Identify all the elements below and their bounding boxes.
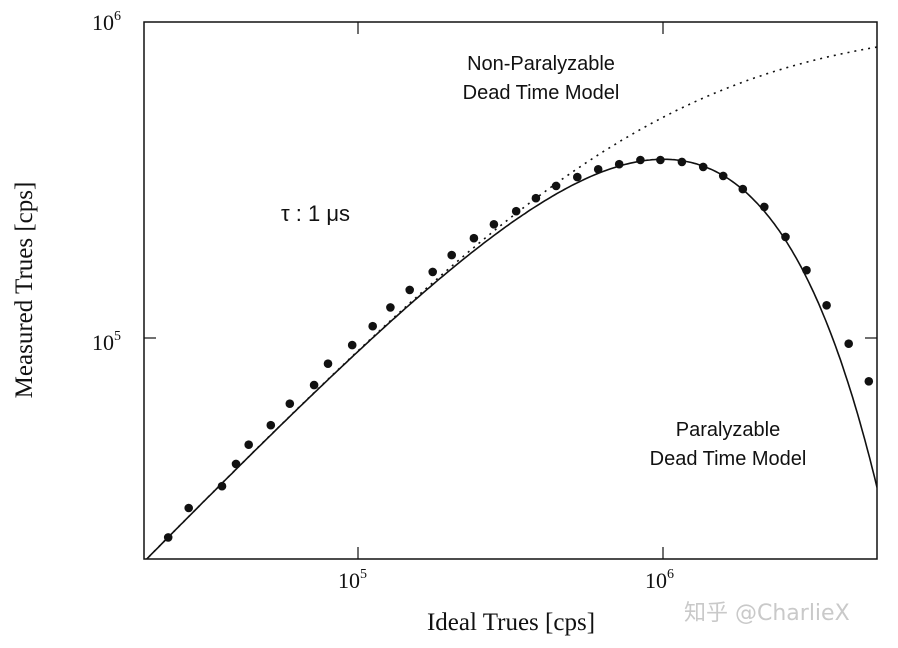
data-point <box>266 420 276 430</box>
data-point <box>531 193 541 203</box>
data-point <box>614 159 624 169</box>
data-point <box>511 206 521 216</box>
paralyzable-curve <box>145 158 877 559</box>
data-point <box>844 339 853 349</box>
data-point <box>593 165 603 174</box>
data-point <box>347 340 357 350</box>
data-point <box>636 155 645 165</box>
nonparalyzable-label-line1: Non-Paralyzable <box>467 53 615 75</box>
data-point <box>489 220 499 229</box>
data-point <box>309 380 319 390</box>
data-point <box>447 250 457 260</box>
data-point <box>573 172 582 182</box>
watermark: 知乎 @CharlieX <box>684 601 850 626</box>
data-point <box>656 155 665 165</box>
data-point <box>781 232 790 242</box>
data-point <box>231 459 241 469</box>
y-tick-labels: 105 106 <box>92 9 121 355</box>
data-point <box>285 399 295 409</box>
data-point <box>217 481 227 491</box>
data-point <box>822 301 831 310</box>
svg-text:105: 105 <box>338 567 367 593</box>
data-point <box>405 285 415 295</box>
data-point <box>184 503 193 513</box>
axis-ticks <box>144 22 877 559</box>
data-point <box>864 377 874 386</box>
data-point <box>760 202 769 212</box>
data-points <box>163 155 874 542</box>
data-point <box>677 157 687 167</box>
svg-text:106: 106 <box>645 567 674 593</box>
data-point <box>386 303 395 312</box>
tau-annotation: τ : 1 μs <box>281 201 350 226</box>
nonparalyzable-label-line2: Dead Time Model <box>463 82 620 104</box>
data-point <box>323 359 333 369</box>
data-point <box>244 440 253 450</box>
data-point <box>368 321 378 331</box>
y-axis-label: Measured Trues [cps] <box>11 182 38 399</box>
data-point <box>163 533 173 542</box>
plot-frame <box>143 21 878 560</box>
data-point <box>428 267 438 277</box>
x-tick-labels: 105 106 <box>338 567 674 593</box>
x-axis-label: Ideal Trues [cps] <box>427 609 595 636</box>
curves <box>145 46 877 559</box>
paralyzable-label-line1: Paralyzable <box>676 419 781 441</box>
data-point <box>738 184 748 194</box>
nonparalyzable-curve <box>145 46 877 559</box>
data-point <box>469 233 479 243</box>
svg-text:105: 105 <box>92 329 121 355</box>
data-point <box>551 181 561 191</box>
data-point <box>802 265 811 275</box>
svg-text:106: 106 <box>92 9 121 35</box>
data-point <box>718 171 728 181</box>
data-point <box>698 162 708 172</box>
paralyzable-label-line2: Dead Time Model <box>650 448 807 470</box>
